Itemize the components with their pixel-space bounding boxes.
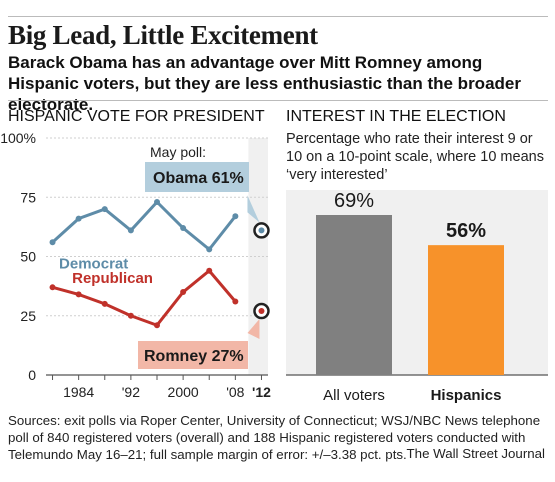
bar-category-label: Hispanics: [431, 387, 502, 404]
bar-all-voters: [316, 215, 392, 375]
bar-value-label: 56%: [446, 220, 486, 242]
bar-value-label: 69%: [334, 190, 374, 212]
credit: The Wall Street Journal: [407, 446, 545, 461]
bar-hispanics: [428, 245, 504, 375]
bar-category-label: All voters: [323, 387, 385, 404]
